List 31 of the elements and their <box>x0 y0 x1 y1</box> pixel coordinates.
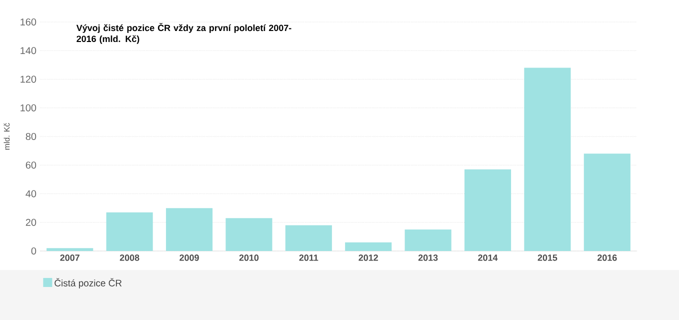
y-tick-label: 20 <box>26 218 36 226</box>
x-tick-label: 2010 <box>239 254 259 261</box>
text: Vývoj čisté pozice ČR vždy za první pololetí 2007-2016 (mld. Kč) <box>76 22 292 44</box>
x-tick-label: 2013 <box>418 254 438 261</box>
y-tick-label: 120 <box>20 76 36 83</box>
y-tick-label: 0 <box>31 247 36 255</box>
y-tick-label: 80 <box>26 132 36 140</box>
bar <box>106 212 153 251</box>
y-tick-label: 100 <box>20 104 36 112</box>
bar <box>404 230 452 251</box>
y-tick-label: 160 <box>20 18 36 26</box>
x-tick-label: 2015 <box>538 254 558 261</box>
x-tick-label: 2007 <box>60 254 80 261</box>
bar <box>46 248 94 251</box>
x-tick-label: 2012 <box>358 254 378 261</box>
y-tick-label: 140 <box>20 47 36 54</box>
bar <box>345 242 392 251</box>
bar <box>166 208 213 251</box>
bar <box>464 169 512 251</box>
x-tick-label: 2008 <box>120 254 140 261</box>
bar <box>524 68 571 251</box>
y-tick-label: 40 <box>26 190 36 198</box>
x-tick-label: 2009 <box>180 254 199 261</box>
y-tick-label: 60 <box>26 162 36 169</box>
legend-label: Čistá pozice ČR <box>54 278 122 288</box>
x-tick-label: 2014 <box>478 254 498 261</box>
x-tick-label: 2016 <box>598 254 617 261</box>
bar <box>285 225 332 251</box>
bar <box>226 218 272 251</box>
bar <box>584 154 630 251</box>
x-tick-label: 2011 <box>299 254 318 261</box>
